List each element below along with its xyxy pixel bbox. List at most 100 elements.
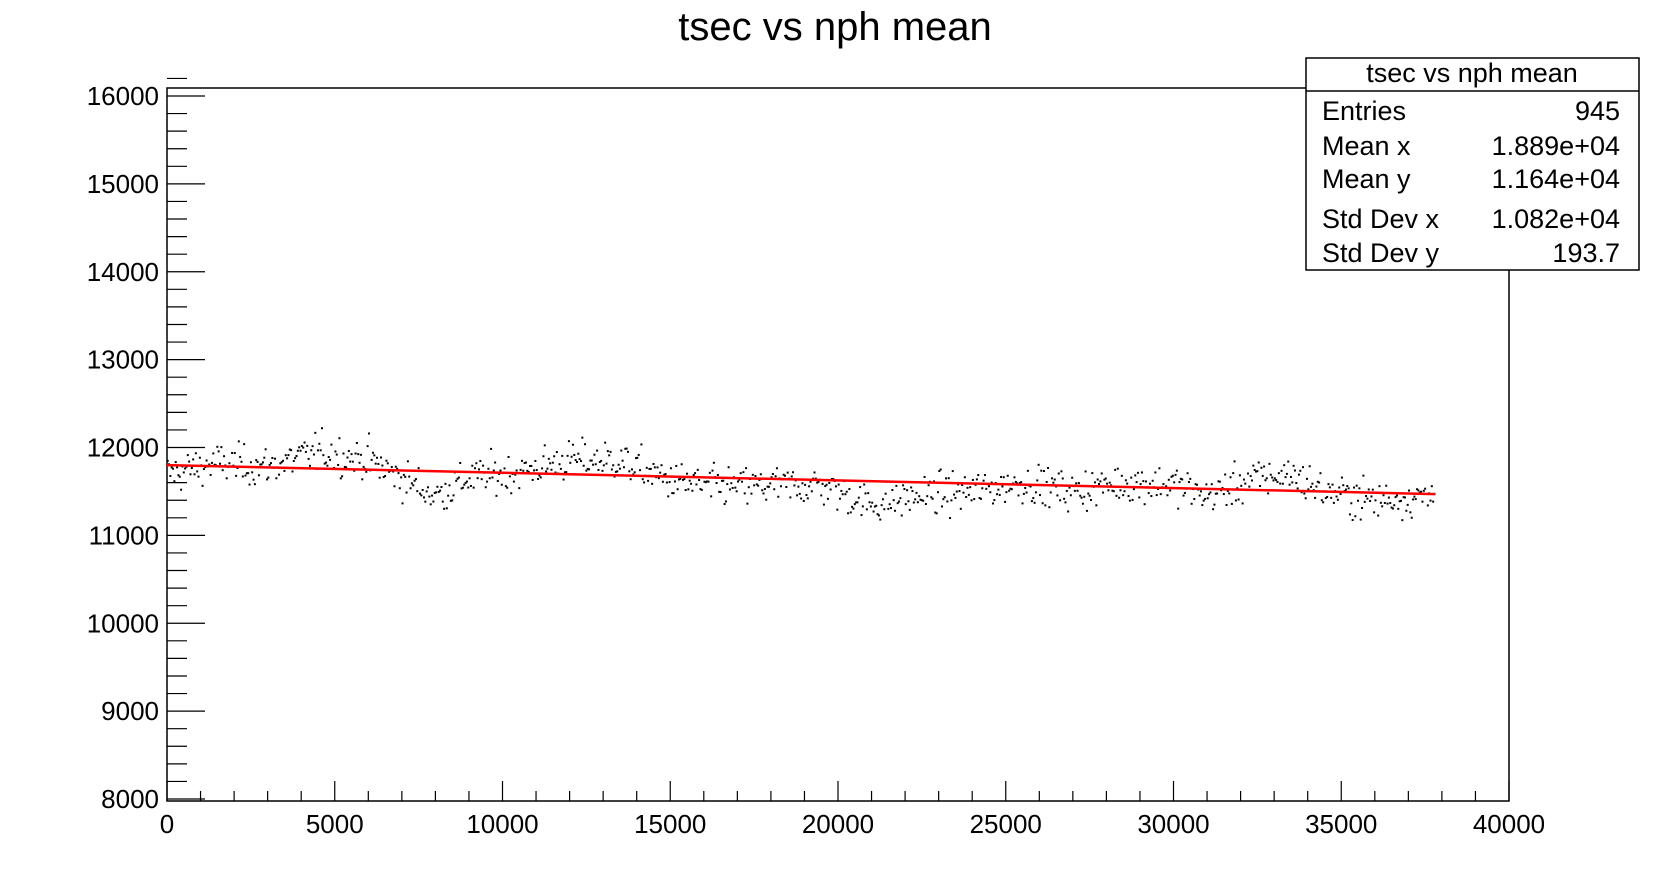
- data-point: [1208, 493, 1211, 496]
- data-point: [346, 456, 349, 459]
- data-point: [1297, 473, 1300, 476]
- data-point: [341, 475, 344, 478]
- data-point: [676, 488, 679, 491]
- data-point: [690, 482, 693, 485]
- data-point: [1406, 503, 1409, 506]
- data-point: [1401, 519, 1404, 522]
- data-point: [871, 501, 874, 504]
- data-point: [1000, 475, 1003, 478]
- data-point: [298, 446, 301, 449]
- data-point: [541, 467, 544, 470]
- data-point: [1386, 502, 1389, 505]
- data-point: [1336, 498, 1339, 501]
- data-point: [1047, 466, 1050, 469]
- stats-row-label: Mean x: [1322, 131, 1411, 161]
- data-point: [708, 471, 711, 474]
- data-point: [237, 440, 240, 443]
- data-point: [1374, 499, 1377, 502]
- data-point: [1263, 465, 1266, 468]
- data-point: [339, 477, 342, 480]
- data-point: [931, 497, 934, 500]
- data-point: [1120, 474, 1123, 477]
- data-point: [306, 444, 309, 447]
- data-point: [967, 493, 970, 496]
- data-point: [1261, 474, 1264, 477]
- data-point: [618, 467, 621, 470]
- data-point: [231, 452, 234, 455]
- data-point: [1181, 478, 1184, 481]
- data-point: [900, 514, 903, 517]
- data-point: [1417, 489, 1420, 492]
- data-point: [585, 469, 588, 472]
- data-point: [1271, 476, 1274, 479]
- data-point: [567, 440, 570, 443]
- data-point: [1326, 495, 1329, 498]
- data-point: [1350, 502, 1353, 505]
- data-point: [538, 474, 541, 477]
- data-point: [1014, 480, 1017, 483]
- data-point: [459, 462, 462, 465]
- data-point: [1416, 488, 1419, 491]
- data-point: [951, 470, 954, 473]
- data-point: [1200, 490, 1203, 493]
- data-point: [582, 464, 585, 467]
- data-point: [1051, 477, 1054, 480]
- data-point: [711, 469, 714, 472]
- data-point: [1068, 486, 1071, 489]
- data-point: [696, 468, 699, 471]
- data-point: [962, 491, 965, 494]
- data-point: [777, 495, 780, 498]
- data-point: [448, 484, 451, 487]
- data-point: [335, 453, 338, 456]
- data-point: [640, 443, 643, 446]
- data-point: [1255, 470, 1258, 473]
- data-point: [1032, 497, 1035, 500]
- data-point: [537, 478, 540, 481]
- data-point: [660, 464, 663, 467]
- data-point: [626, 450, 629, 453]
- data-point: [920, 499, 923, 502]
- data-point: [1103, 478, 1106, 481]
- data-point: [329, 458, 332, 461]
- data-point: [1265, 477, 1268, 480]
- data-point: [805, 494, 808, 497]
- data-point: [1302, 466, 1305, 469]
- data-point: [570, 455, 573, 458]
- data-point: [472, 486, 475, 489]
- data-point: [792, 471, 795, 474]
- data-point: [1136, 471, 1139, 474]
- data-point: [486, 480, 489, 483]
- data-point: [895, 484, 898, 487]
- data-point: [1213, 503, 1216, 506]
- data-point: [412, 484, 415, 487]
- data-point: [451, 499, 454, 502]
- data-point: [174, 461, 177, 464]
- data-point: [287, 454, 290, 457]
- data-point: [247, 472, 250, 475]
- data-point: [641, 478, 644, 481]
- data-point: [1089, 498, 1092, 501]
- data-point: [1330, 496, 1333, 499]
- data-point: [393, 485, 396, 488]
- data-point: [1098, 482, 1101, 485]
- data-point: [758, 478, 761, 481]
- data-point: [1198, 494, 1201, 497]
- data-point: [1409, 511, 1412, 514]
- data-point: [668, 481, 671, 484]
- data-point: [1287, 460, 1290, 463]
- data-point: [590, 459, 593, 462]
- data-point: [508, 475, 511, 478]
- data-point: [1304, 497, 1307, 500]
- data-point: [1115, 494, 1118, 497]
- data-point: [1107, 489, 1110, 492]
- data-point: [388, 470, 391, 473]
- data-point: [808, 485, 811, 488]
- data-point: [722, 479, 725, 482]
- data-point: [1173, 481, 1176, 484]
- data-point: [1217, 480, 1220, 483]
- data-point: [686, 472, 689, 475]
- data-point: [857, 496, 860, 499]
- data-point: [1316, 480, 1319, 483]
- data-point: [279, 462, 282, 465]
- data-point: [376, 456, 379, 459]
